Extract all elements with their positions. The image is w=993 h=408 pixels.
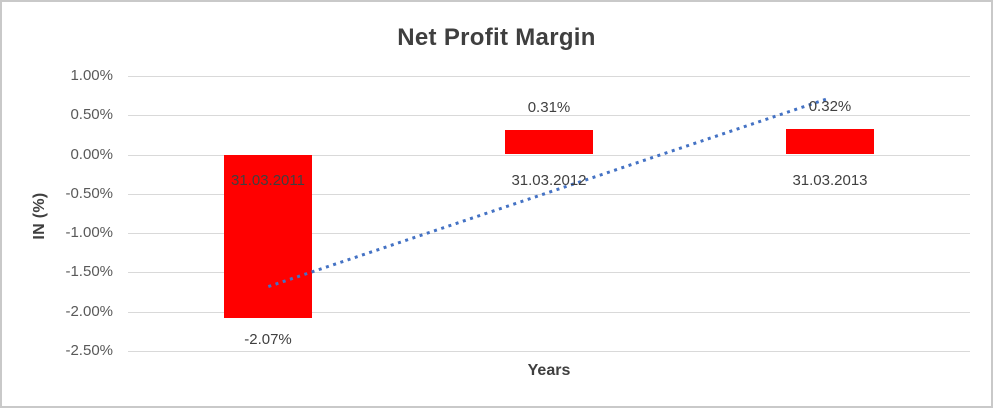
- data-label-2012: 0.31%: [527, 99, 571, 116]
- data-label-2011: -2.07%: [244, 331, 292, 348]
- gridline: [128, 351, 970, 352]
- y-axis-tick-label: -2.50%: [65, 342, 113, 359]
- y-axis-tick-label: 0.50%: [70, 106, 113, 123]
- y-axis-tick-label: 1.00%: [70, 67, 113, 84]
- gridline: [128, 312, 970, 313]
- bar-2012[interactable]: [505, 130, 593, 154]
- y-axis-tick-label: 0.00%: [70, 146, 113, 163]
- y-axis-tick-label: -1.00%: [65, 224, 113, 241]
- y-axis-title: IN (%): [31, 192, 48, 240]
- bar-2013[interactable]: [786, 129, 874, 154]
- y-axis-tick-label: -1.50%: [65, 263, 113, 280]
- data-label-2013: 0.32%: [808, 98, 852, 115]
- gridline: [128, 76, 970, 77]
- y-axis-tick-label: -2.00%: [65, 303, 113, 320]
- category-label-2012: 31.03.2012: [511, 172, 587, 189]
- x-axis-title: Years: [527, 362, 571, 379]
- y-axis-tick-label: -0.50%: [65, 185, 113, 202]
- category-label-2011: 31.03.2011: [231, 172, 305, 189]
- chart-title: Net Profit Margin: [397, 24, 596, 51]
- trendline[interactable]: [267, 96, 831, 288]
- category-label-2013: 31.03.2013: [792, 172, 868, 189]
